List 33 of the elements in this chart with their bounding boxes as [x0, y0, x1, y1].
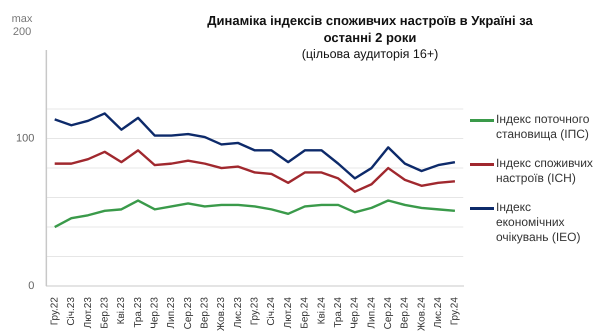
- text: max 200: [12, 13, 33, 38]
- x-tick-label: Лют.23: [82, 296, 94, 328]
- x-tick-label: Тра.23: [132, 296, 144, 328]
- x-tick-label: Січ.23: [66, 296, 78, 326]
- x-tick-label: Лис.24: [432, 296, 444, 328]
- legend-label: Індекс споживчих настроїв (ІСН): [496, 156, 594, 186]
- x-tick-label: Тра.24: [332, 296, 344, 328]
- x-tick-label: Жов.23: [216, 296, 228, 332]
- x-tick-label: Гру.23: [250, 296, 261, 326]
- x-tick-label: Лют.24: [282, 296, 294, 328]
- x-tick-label: Вер.23: [200, 296, 211, 329]
- x-tick-label: Січ.24: [266, 296, 278, 326]
- y-tick-label: 0: [28, 280, 34, 292]
- x-tick-label: Сер.23: [182, 296, 194, 330]
- x-tick-label: Кві.24: [316, 296, 328, 324]
- legend-label: Індекс економічних очікувань (ІЕО): [496, 200, 582, 245]
- x-tick-label: Сер.24: [382, 296, 394, 330]
- x-tick-label: Лип.23: [166, 296, 178, 329]
- x-tick-label: Вер.24: [400, 296, 411, 329]
- x-tick-label: Гру.22: [49, 296, 60, 326]
- legend-label: Індекс поточного становища (ІПС): [496, 112, 590, 142]
- x-tick-label: Гру.24: [450, 296, 461, 326]
- x-tick-label: Бер.24: [300, 296, 311, 329]
- x-tick-label: Лис.23: [232, 296, 244, 328]
- x-tick-label: Лип.24: [366, 296, 378, 329]
- chart-title: Динаміка індексів споживчих настроїв в Україні за останні 2 роки: [206, 12, 534, 46]
- x-tick-label: Жов.24: [416, 296, 428, 332]
- x-tick-label: Чер.24: [350, 296, 361, 329]
- x-tick-label: Чер.23: [150, 296, 160, 329]
- x-tick-label: Кві.23: [116, 296, 128, 324]
- x-tick-label: Бер.23: [99, 296, 110, 329]
- y-tick-label: 100: [16, 132, 34, 145]
- chart-subtitle: (цільова аудиторія 16+): [300, 46, 440, 63]
